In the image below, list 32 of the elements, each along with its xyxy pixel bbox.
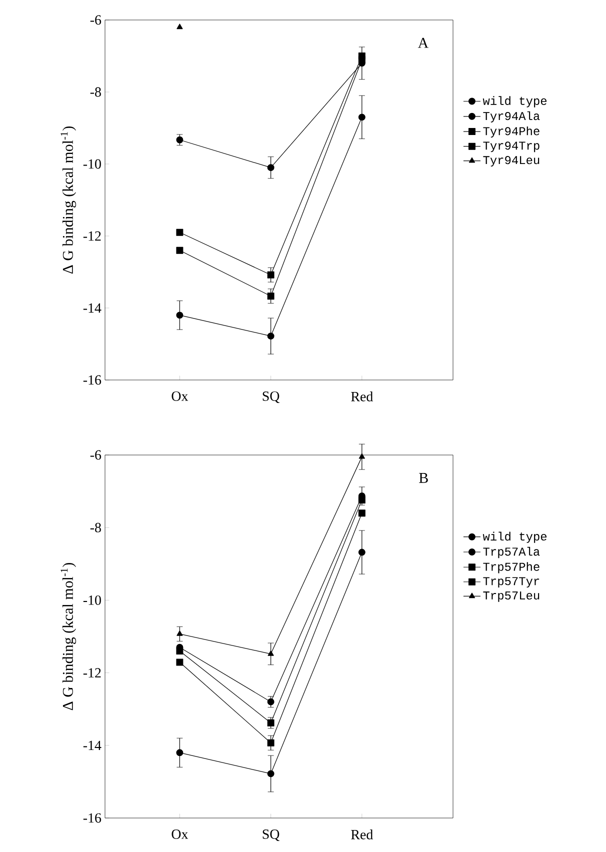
legend-label: Tyr94Leu xyxy=(483,156,540,167)
y-tick-label: -14 xyxy=(83,303,102,313)
legend-label: Trp57Phe xyxy=(483,562,540,574)
y-tick-label: -10 xyxy=(83,159,101,169)
legend-label: Tyr94Trp xyxy=(483,142,540,152)
x-tick-label: Ox xyxy=(172,392,188,401)
y-tick-label: -8 xyxy=(90,522,101,532)
legend-label: Tyr94Ala xyxy=(483,111,540,122)
y-tick-label: -16 xyxy=(83,813,102,823)
y-axis-title: Δ G binding (kcal mol$^{-1}$) xyxy=(60,126,76,274)
legend-label: Trp57Leu xyxy=(483,592,540,602)
x-tick-label: SQ xyxy=(262,830,280,842)
x-tick-label: Red xyxy=(351,392,373,402)
annotation: B xyxy=(419,473,428,483)
legend-label: Trp57Ala xyxy=(483,546,540,558)
y-tick-label: -14 xyxy=(83,740,102,750)
annotation: A xyxy=(418,38,428,48)
y-tick-label: -10 xyxy=(83,595,101,605)
legend-label: wild type xyxy=(482,532,547,543)
y-tick-label: -8 xyxy=(90,87,101,97)
legend-label: Trp57Tyr xyxy=(483,577,540,588)
y-tick-label: -16 xyxy=(83,375,102,385)
legend-label: wild type xyxy=(482,96,547,108)
x-tick-label: SQ xyxy=(262,392,280,404)
legend-label: Tyr94Phe xyxy=(483,126,540,138)
y-tick-label: -6 xyxy=(90,450,102,460)
y-axis-title: Δ G binding (kcal mol$^{-1}$) xyxy=(60,563,76,710)
x-tick-label: Red xyxy=(351,830,373,840)
y-tick-label: -12 xyxy=(83,231,101,241)
y-tick-label: -6 xyxy=(90,15,102,25)
x-tick-label: Ox xyxy=(172,830,188,839)
y-tick-label: -12 xyxy=(83,668,101,678)
